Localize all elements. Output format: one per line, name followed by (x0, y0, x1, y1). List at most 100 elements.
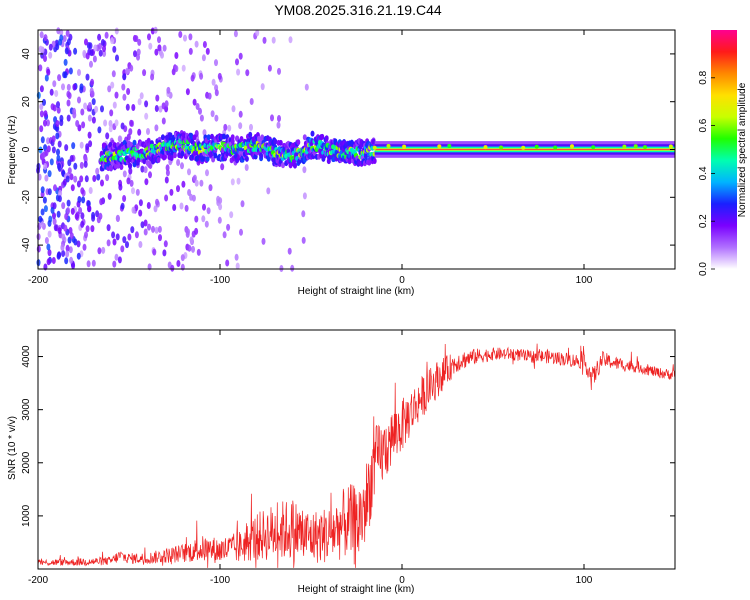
spectrogram-noise-cell (187, 189, 192, 196)
snr-background (38, 330, 675, 569)
spectrogram-ytick-label: 20 (21, 96, 32, 108)
spectrogram-band-cell (205, 155, 210, 162)
spectrogram-noise-cell (56, 252, 61, 260)
spectrogram-noise-cell (87, 131, 92, 139)
spectrogram-band-cell (293, 162, 297, 169)
spectrogram-noise-cell (57, 162, 61, 170)
spectrogram-noise-cell (115, 54, 119, 62)
spectrogram-noise-cell (39, 85, 44, 93)
spectrogram-noise-cell (249, 98, 254, 105)
spectrogram-noise-cell (249, 123, 253, 131)
spectrogram-noise-cell (81, 121, 86, 129)
spectrogram-noise-cell (97, 33, 102, 41)
spectrogram-noise-cell (94, 105, 99, 113)
spectrogram-noise-cell (130, 226, 135, 234)
spectrogram-noise-cell (112, 101, 117, 109)
spectrogram-noise-cell (121, 83, 126, 91)
spectrogram-noise-cell (166, 86, 171, 94)
spectrogram-noise-cell (111, 70, 116, 78)
spectrogram-noise-cell (43, 144, 48, 152)
spectrogram-noise-cell (140, 221, 145, 229)
spectrogram-noise-cell (57, 74, 62, 82)
spectrogram-noise-cell (107, 85, 112, 93)
spectrogram-noise-cell (223, 123, 228, 131)
spectrogram-band-cell (371, 138, 376, 145)
spectrogram-noise-cell (40, 186, 45, 194)
spectrogram-noise-cell (47, 188, 52, 196)
spectrogram-noise-cell (82, 243, 87, 251)
spectrogram-noise-cell (111, 231, 116, 239)
spectrogram-noise-cell (287, 247, 292, 255)
spectrogram-noise-cell (180, 254, 185, 262)
spectrogram-noise-cell (129, 119, 134, 127)
spectrogram-noise-cell (80, 220, 85, 228)
spectrogram-noise-cell (63, 58, 68, 66)
spectrogram-noise-cell (138, 241, 143, 248)
spectrogram-tone-cell (386, 144, 391, 148)
spectrogram-ytick-label: 0 (21, 146, 32, 152)
spectrogram-noise-cell (75, 211, 80, 219)
spectrogram-noise-cell (56, 148, 60, 156)
spectrogram-noise-cell (36, 233, 41, 241)
spectrogram-noise-cell (52, 212, 56, 220)
spectrogram-noise-cell (137, 128, 142, 136)
spectrogram-band-cell (281, 162, 285, 169)
spectrogram-noise-cell (91, 214, 96, 222)
spectrogram-noise-cell (127, 233, 132, 241)
spectrogram-noise-cell (68, 246, 73, 254)
spectrogram-noise-cell (69, 155, 74, 162)
spectrogram-noise-cell (56, 101, 60, 109)
spectrogram-noise-cell (163, 240, 168, 248)
spectrogram-noise-cell (91, 98, 96, 106)
spectrogram-noise-cell (133, 50, 137, 58)
spectrogram-noise-cell (72, 83, 77, 91)
spectrogram-noise-cell (192, 174, 197, 182)
spectrogram-noise-cell (40, 136, 45, 144)
spectrogram-noise-cell (185, 88, 190, 96)
spectrogram-noise-cell (227, 124, 232, 132)
spectrogram-noise-cell (189, 236, 194, 244)
spectrogram-noise-cell (64, 257, 69, 265)
spectrogram-frame (37, 29, 676, 270)
spectrogram-noise-cell (174, 65, 179, 73)
spectrogram-noise-cell (151, 225, 155, 233)
colorbar-tick-label: 0.2 (698, 214, 709, 228)
spectrogram-noise-cell (70, 207, 75, 215)
spectrogram-noise-cell (270, 114, 274, 122)
spectrogram-noise-cell (271, 36, 276, 44)
spectrogram-noise-cell (233, 30, 238, 38)
spectrogram-noise-cell (205, 169, 209, 177)
spectrogram-noise-cell (79, 141, 84, 149)
spectrogram-noise-cell (201, 54, 206, 62)
spectrogram-tone-cell (591, 145, 596, 150)
spectrogram-band-cell (372, 158, 377, 164)
spectrogram-noise-cell (122, 170, 127, 178)
spectrogram-noise-cell (181, 64, 186, 72)
spectrogram-noise-cell (85, 143, 90, 151)
spectrogram-noise-cell (47, 219, 52, 227)
spectrogram-noise-cell (42, 196, 47, 204)
spectrogram-tone-cell (668, 144, 673, 149)
spectrogram-noise-cell (55, 120, 60, 127)
spectrogram-noise-cell (216, 195, 221, 203)
spectrogram-noise-cell (129, 64, 134, 72)
spectrogram-noise-cell (80, 187, 85, 195)
spectrogram-band-cell (136, 156, 141, 163)
spectrogram-noise-cell (234, 253, 239, 261)
spectrogram-noise-cell (122, 236, 127, 244)
spectrogram-band-cell (273, 138, 278, 145)
spectrogram-noise-cell (83, 160, 88, 168)
spectrogram-noise-cell (135, 188, 140, 196)
spectrogram-noise-cell (115, 233, 120, 241)
spectrogram-noise-cell (126, 177, 131, 185)
spectrogram-cells (36, 26, 675, 272)
spectrogram-noise-cell (59, 114, 64, 122)
spectrogram-ytick-label: -40 (21, 237, 32, 252)
spectrogram-noise-cell (87, 102, 92, 109)
spectrogram-noise-cell (196, 248, 201, 256)
spectrogram-noise-cell (229, 211, 234, 219)
spectrogram-noise-cell (129, 179, 134, 187)
spectrogram-noise-cell (79, 161, 84, 169)
colorbar: 0.0 0.2 0.4 0.6 0.8 Normalized spectral ampl… (698, 30, 748, 276)
spectrogram-noise-cell (48, 43, 53, 51)
